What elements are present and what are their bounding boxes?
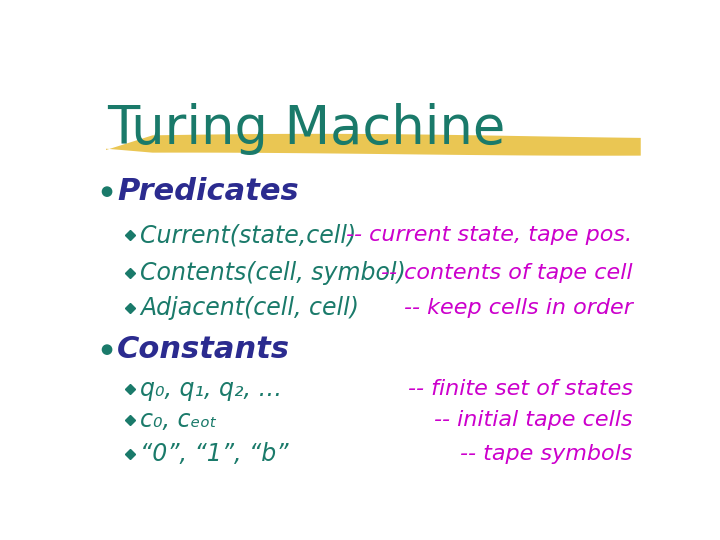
Text: -- contents of tape cell: -- contents of tape cell bbox=[381, 262, 632, 283]
Text: Predicates: Predicates bbox=[117, 177, 299, 206]
Text: -- tape symbols: -- tape symbols bbox=[460, 443, 632, 463]
Text: Turing Machine: Turing Machine bbox=[107, 103, 505, 156]
Text: c₀, cₑₒₜ: c₀, cₑₒₜ bbox=[140, 408, 217, 433]
Circle shape bbox=[102, 187, 112, 196]
Text: Adjacent(cell, cell): Adjacent(cell, cell) bbox=[140, 296, 359, 320]
Text: -- initial tape cells: -- initial tape cells bbox=[434, 410, 632, 430]
Text: Contents(cell, symbol): Contents(cell, symbol) bbox=[140, 261, 406, 285]
Text: -- finite set of states: -- finite set of states bbox=[408, 379, 632, 399]
Text: -- current state, tape pos.: -- current state, tape pos. bbox=[346, 225, 632, 245]
Text: -- keep cells in order: -- keep cells in order bbox=[404, 298, 632, 318]
Circle shape bbox=[102, 345, 112, 354]
Text: q₀, q₁, q₂, …: q₀, q₁, q₂, … bbox=[140, 377, 282, 401]
Text: Current(state,cell): Current(state,cell) bbox=[140, 223, 356, 247]
Text: “0”, “1”, “b”: “0”, “1”, “b” bbox=[140, 442, 289, 465]
Text: Constants: Constants bbox=[117, 335, 290, 364]
